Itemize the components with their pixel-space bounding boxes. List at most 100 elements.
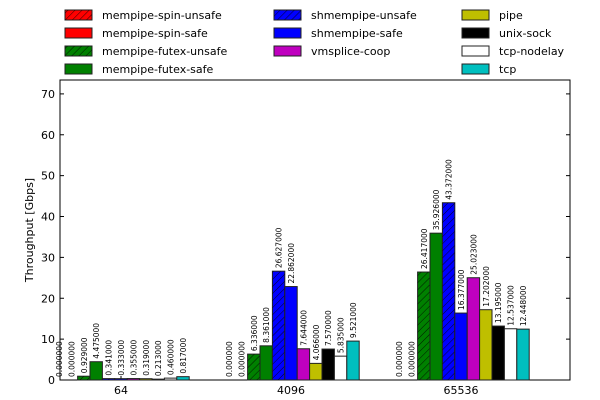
data-label: 4.066000 (312, 324, 321, 360)
bar-shmempipe-safe (284, 286, 298, 381)
data-label: 0.000000 (55, 341, 64, 377)
data-label: 0.333000 (117, 340, 126, 376)
x-tick-label: 64 (114, 384, 128, 397)
legend-swatch-hatch (65, 46, 92, 56)
data-label: 22.862000 (287, 243, 296, 284)
data-label: 0.355000 (129, 340, 138, 376)
legend-label: mempipe-spin-safe (102, 27, 208, 40)
data-label: 16.377000 (457, 269, 466, 310)
data-label: 7.570000 (324, 310, 333, 346)
bar-shmempipe-safe (114, 378, 128, 381)
bar-tcp-nodelay (163, 377, 178, 381)
data-label: 4.475000 (92, 323, 101, 359)
data-label: 26.417000 (420, 228, 429, 269)
bar-hatch (247, 354, 260, 380)
legend-item-mempipe-spin-safe: mempipe-spin-safe (64, 27, 208, 40)
y-tick-label: 40 (41, 211, 55, 224)
y-tick-label: 20 (41, 292, 55, 305)
data-label: 8.361000 (262, 307, 271, 343)
y-tick-label: 10 (41, 333, 55, 346)
legend-swatch (461, 45, 490, 57)
bar-shmempipe-safe (454, 312, 468, 381)
legend-label: tcp-nodelay (499, 45, 565, 58)
bar-tcp-nodelay (503, 328, 518, 381)
legend-item-tcp: tcp (461, 63, 516, 76)
legend-item-mempipe-spin-unsafe: mempipe-spin-unsafe (64, 9, 222, 22)
data-label: 13.195000 (494, 282, 503, 323)
bar-tcp-nodelay (333, 355, 348, 381)
legend-label: shmempipe-unsafe (311, 9, 417, 22)
y-tick-label: 0 (48, 374, 55, 387)
data-label: 12.448000 (519, 285, 528, 326)
data-label: 43.372000 (445, 159, 454, 200)
data-label: 5.835000 (337, 317, 346, 353)
x-tick-label: 65536 (444, 384, 479, 397)
legend-label: vmsplice-coop (311, 45, 390, 58)
legend-item-mempipe-futex-unsafe: mempipe-futex-unsafe (64, 45, 227, 58)
legend-swatch-hatch (274, 10, 301, 20)
data-label: 0.000000 (225, 341, 234, 377)
y-axis: 0 10 20 30 40 50 60 70 (41, 88, 570, 387)
bar-vmsplice-coop (126, 378, 141, 381)
bar-unix-sock (321, 348, 335, 381)
legend-swatch (273, 27, 302, 39)
legend-label: tcp (499, 63, 516, 76)
legend-swatch-hatch (65, 10, 92, 20)
data-label: 17.202000 (482, 266, 491, 307)
legend-label: pipe (499, 9, 523, 22)
legend-label: mempipe-futex-unsafe (102, 45, 227, 58)
legend-swatch (461, 9, 490, 21)
legend-label: mempipe-spin-unsafe (102, 9, 222, 22)
data-label: 35.926000 (432, 189, 441, 230)
bar-unix-sock (151, 378, 165, 381)
data-label: 0.000000 (395, 341, 404, 377)
bar-hatch (102, 378, 115, 380)
bar-mempipe-futex-safe (429, 232, 443, 381)
bar-pipe (139, 378, 153, 381)
data-label: 0.460000 (167, 339, 176, 375)
legend-item-tcp-nodelay: tcp-nodelay (461, 45, 565, 58)
bar-hatch (77, 376, 90, 380)
bar-hatch (417, 272, 430, 380)
x-tick-label: 4096 (277, 384, 305, 397)
bar-pipe (309, 362, 323, 381)
bar-unix-sock (491, 325, 505, 381)
legend-swatch (64, 63, 93, 75)
y-tick-label: 70 (41, 88, 55, 101)
bar-hatch (272, 271, 285, 380)
legend-item-unix-sock: unix-sock (461, 27, 552, 40)
y-tick-label: 50 (41, 170, 55, 183)
data-label: 25.023000 (469, 234, 478, 275)
y-tick-label: 60 (41, 129, 55, 142)
bars: 0.000000 0.000000 0.929000 4.475000 0.341000… (55, 159, 530, 381)
legend-item-pipe: pipe (461, 9, 523, 22)
legend-label: shmempipe-safe (311, 27, 403, 40)
bar-mempipe-futex-safe (259, 345, 273, 381)
data-label: 9.521000 (349, 302, 358, 338)
bar-hatch (442, 202, 455, 380)
data-label: 26.627000 (275, 227, 284, 268)
bar-pipe (479, 309, 493, 381)
legend-item-vmsplice-coop: vmsplice-coop (273, 45, 390, 58)
legend-item-mempipe-futex-safe: mempipe-futex-safe (64, 63, 214, 76)
legend-swatch (64, 27, 93, 39)
data-label: 0.341000 (105, 340, 114, 376)
legend-label: mempipe-futex-safe (102, 63, 214, 76)
legend-item-shmempipe-safe: shmempipe-safe (273, 27, 403, 40)
legend-swatch (461, 27, 490, 39)
data-label: 0.929000 (80, 337, 89, 373)
bar-tcp (346, 340, 360, 381)
data-label: 0.213000 (154, 340, 163, 376)
bar-mempipe-futex-safe (89, 361, 103, 381)
data-label: 0.319000 (142, 340, 151, 376)
data-label: 6.336000 (250, 315, 259, 351)
legend-swatch (273, 45, 302, 57)
data-label: 0.000000 (407, 341, 416, 377)
bar-vmsplice-coop (466, 277, 481, 381)
data-label: 0.000000 (237, 341, 246, 377)
legend-swatch (461, 63, 490, 75)
data-label: 0.000000 (67, 341, 76, 377)
bar-tcp (516, 328, 530, 381)
